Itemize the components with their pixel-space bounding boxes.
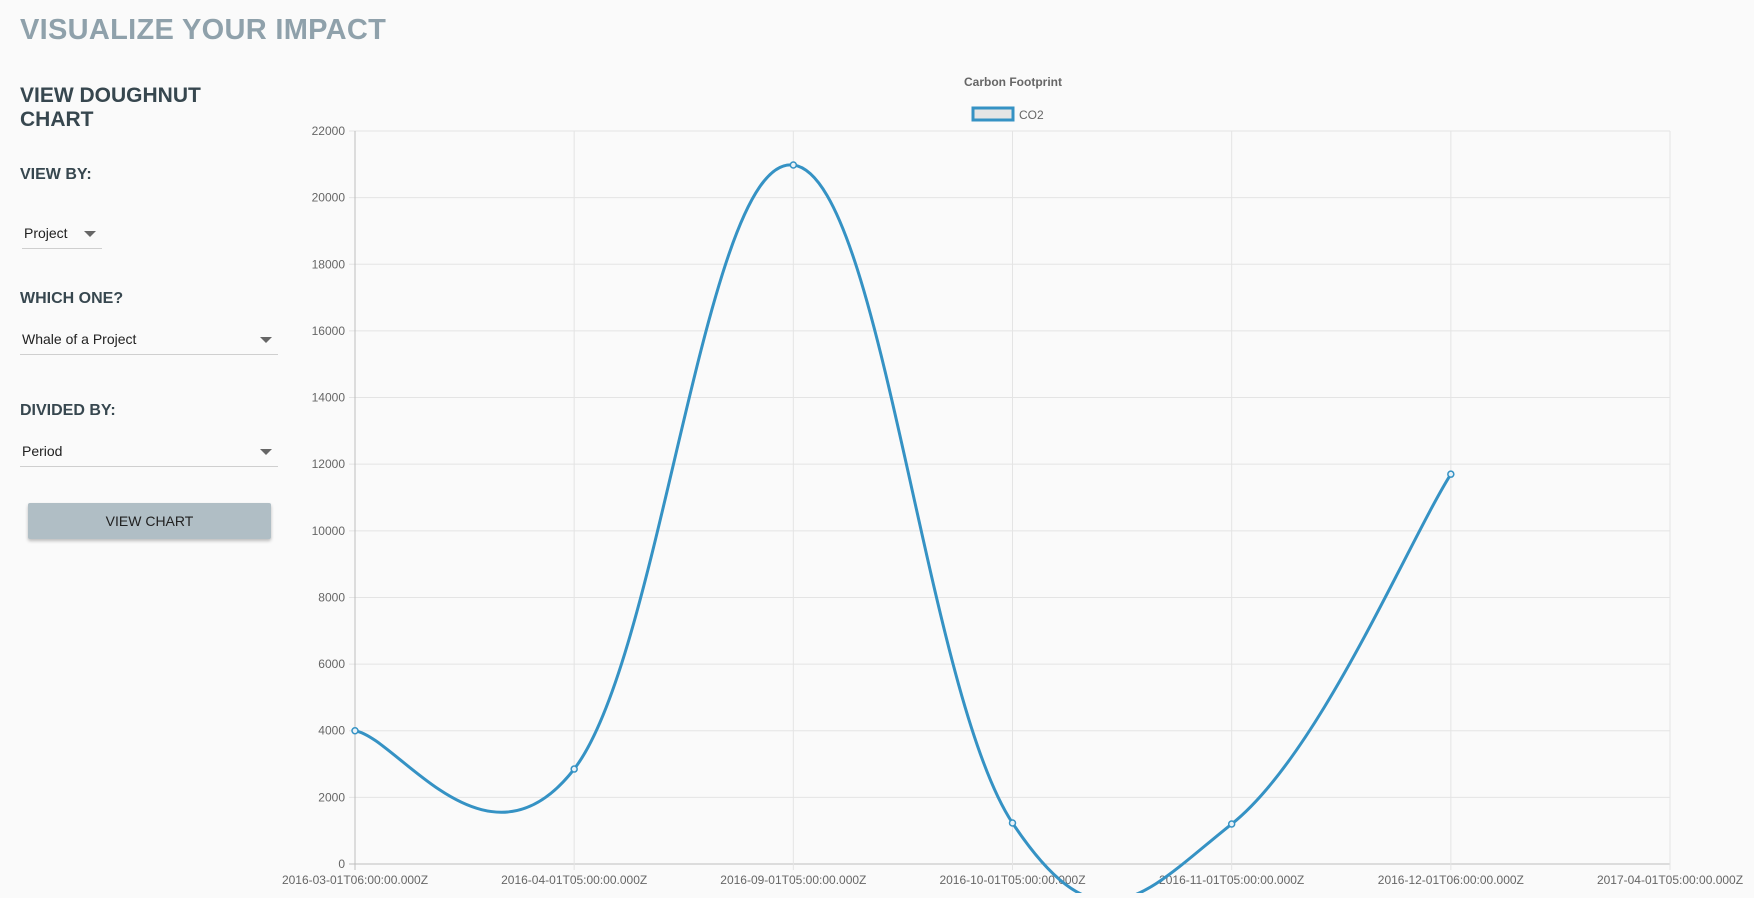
x-axis: 2016-03-01T06:00:00.000Z 2016-04-01T05:00… bbox=[282, 873, 1743, 887]
legend-swatch-co2 bbox=[971, 106, 1015, 122]
view-by-label: VIEW BY: bbox=[20, 166, 92, 183]
gridlines bbox=[349, 130, 1671, 870]
data-point[interactable] bbox=[1447, 470, 1455, 478]
y-tick-label: 20000 bbox=[312, 191, 346, 205]
data-point[interactable] bbox=[570, 765, 578, 773]
y-tick-label: 12000 bbox=[312, 457, 346, 471]
chart-legend: CO2 bbox=[971, 106, 1044, 122]
divided-by-selected-value: Period bbox=[22, 443, 63, 459]
y-tick-label: 4000 bbox=[318, 724, 345, 738]
series-line-co2 bbox=[354, 163, 1453, 898]
chevron-down-icon bbox=[260, 449, 272, 455]
data-point[interactable] bbox=[789, 161, 798, 169]
series-co2 bbox=[351, 161, 1455, 898]
y-tick-label: 8000 bbox=[318, 590, 345, 604]
x-tick-label: 2016-04-01T05:00:00.000Z bbox=[501, 873, 647, 887]
y-tick-label: 14000 bbox=[312, 391, 346, 405]
sidebar-heading: VIEW DOUGHNUT CHART bbox=[20, 84, 201, 131]
page-title: VISUALIZE YOUR IMPACT bbox=[20, 14, 387, 46]
y-tick-label: 2000 bbox=[318, 790, 345, 804]
which-one-select[interactable]: Whale of a Project bbox=[20, 326, 278, 355]
line-chart: Carbon Footprint CO2 0 2000 4000 6000 8000 10… bbox=[282, 75, 1743, 898]
x-tick-label: 2016-09-01T05:00:00.000Z bbox=[720, 873, 866, 887]
x-tick-label: 2016-10-01T05:00:00.000Z bbox=[939, 873, 1085, 887]
x-tick-label: 2016-03-01T06:00:00.000Z bbox=[282, 873, 428, 887]
y-tick-label: 16000 bbox=[312, 324, 346, 338]
view-by-selected-value: Project bbox=[24, 225, 68, 241]
data-point[interactable] bbox=[1227, 820, 1236, 828]
legend-label-co2: CO2 bbox=[1019, 108, 1044, 122]
y-tick-label: 22000 bbox=[312, 124, 346, 138]
y-tick-label: 10000 bbox=[312, 524, 346, 538]
divided-by-label: DIVIDED BY: bbox=[20, 402, 116, 419]
chart-title: Carbon Footprint bbox=[964, 75, 1062, 89]
data-point[interactable] bbox=[351, 726, 359, 735]
divided-by-select[interactable]: Period bbox=[20, 438, 278, 467]
view-by-select[interactable]: Project bbox=[22, 220, 102, 249]
view-chart-button[interactable]: VIEW CHART bbox=[28, 503, 271, 539]
which-one-label: WHICH ONE? bbox=[20, 290, 124, 307]
y-tick-label: 18000 bbox=[312, 257, 346, 271]
chart-container: Carbon Footprint CO2 0 2000 4000 6000 8000 10… bbox=[270, 60, 1754, 898]
chevron-down-icon bbox=[260, 337, 272, 343]
which-one-selected-value: Whale of a Project bbox=[22, 331, 137, 347]
y-tick-label: 6000 bbox=[318, 657, 345, 671]
data-point[interactable] bbox=[1008, 819, 1017, 827]
x-tick-label: 2016-11-01T05:00:00.000Z bbox=[1159, 873, 1304, 887]
x-tick-label: 2017-04-01T05:00:00.000Z bbox=[1597, 873, 1743, 887]
y-axis: 0 2000 4000 6000 8000 10000 12000 14000 16000 180… bbox=[312, 124, 346, 871]
chart-controls-sidebar: VIEW DOUGHNUT CHART VIEW BY: Project WHI… bbox=[20, 84, 280, 539]
y-tick-label: 0 bbox=[338, 857, 345, 871]
x-tick-label: 2016-12-01T06:00:00.000Z bbox=[1378, 873, 1524, 887]
chevron-down-icon bbox=[84, 231, 96, 237]
